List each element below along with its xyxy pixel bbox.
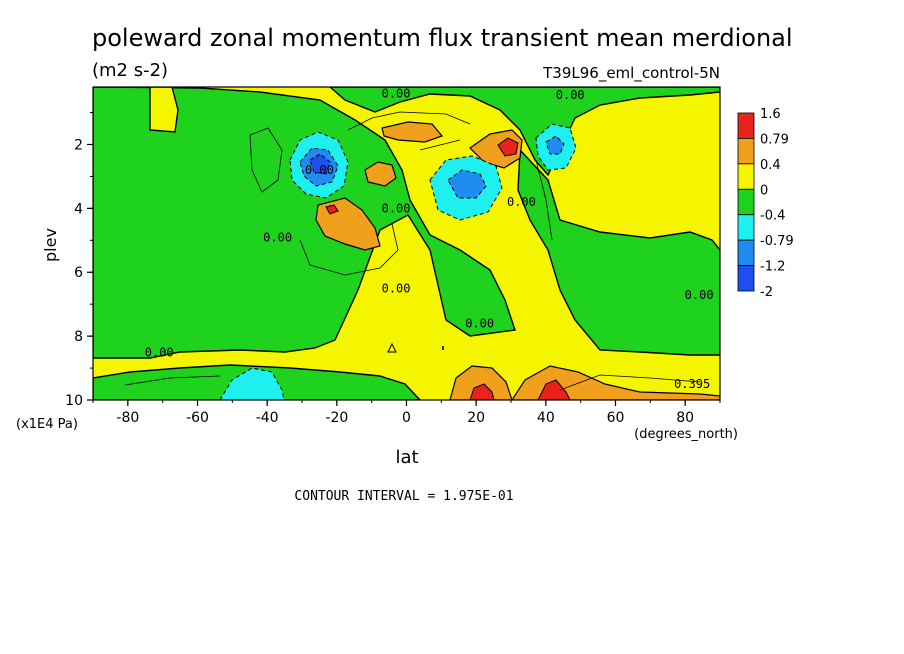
contour-label: 0.00 xyxy=(556,88,585,102)
region-south-mid-tongue xyxy=(149,87,179,133)
core-red-surface-a xyxy=(469,383,495,400)
contour-line xyxy=(124,375,221,386)
contour-label: 0.00 xyxy=(465,317,494,331)
y-tick-label: 8 xyxy=(74,329,83,345)
contour-line xyxy=(419,139,461,151)
core-red-surface-b xyxy=(537,379,571,400)
y-tick-label: 10 xyxy=(65,393,83,409)
contour-label: 0.00 xyxy=(145,345,174,359)
region-orange-equator xyxy=(364,161,397,187)
y-tick-label: 6 xyxy=(74,265,83,281)
region-south-polar xyxy=(93,87,516,359)
core-red-jet xyxy=(497,137,519,157)
chart-units: (m2 s-2) xyxy=(92,60,168,81)
colorbar-swatch xyxy=(737,265,755,292)
chart-title: poleward zonal momentum flux transient m… xyxy=(92,24,793,52)
x-tick-label: 60 xyxy=(607,410,625,426)
x-tick-label: 80 xyxy=(676,410,694,426)
x-tick-label: -80 xyxy=(116,410,139,426)
colorbar-label: 0.4 xyxy=(760,158,781,173)
contour-label: 0.00 xyxy=(305,163,334,177)
field-regions-blue xyxy=(219,123,577,400)
x-tick-label: 40 xyxy=(537,410,555,426)
colorbar-label: 1.6 xyxy=(760,107,781,122)
colorbar-swatch xyxy=(737,188,755,216)
x-tick-label: -20 xyxy=(325,410,348,426)
x-axis-label: lat xyxy=(395,447,418,468)
x-axis-units: (degrees_north) xyxy=(634,427,738,442)
region-orange-surface-a xyxy=(449,365,513,400)
contour-marker xyxy=(387,342,397,353)
contour-line xyxy=(347,111,471,131)
core-red-south xyxy=(325,204,339,215)
x-tick-label: 20 xyxy=(467,410,485,426)
contour-line xyxy=(535,159,553,241)
x-tick-label: -40 xyxy=(256,410,279,426)
contour-label: 0.00 xyxy=(382,202,411,216)
core-blue-north xyxy=(545,135,565,155)
core-deepblue-south xyxy=(309,153,331,175)
contour-label: 0.00 xyxy=(382,87,411,101)
contour-label: 0.00 xyxy=(382,281,411,295)
colorbar-label: -0.4 xyxy=(760,209,785,224)
y-tick-label: 4 xyxy=(74,201,83,217)
y-tick-label: 2 xyxy=(74,137,83,153)
y-axis-units: (x1E4 Pa) xyxy=(16,417,78,432)
colorbar-swatch xyxy=(737,163,755,190)
contour-interval-note: CONTOUR INTERVAL = 1.975E-01 xyxy=(294,489,513,504)
region-north-mid xyxy=(517,148,720,356)
colorbar-label: 0 xyxy=(760,183,768,198)
colorbar: 1.6 0.79 0.4 0 -0.4 -0.79 -1.2 -2 xyxy=(737,107,794,300)
contour-line xyxy=(559,374,701,391)
y-axis: 2 4 6 8 10 xyxy=(65,112,93,409)
colorbar-label: -1.2 xyxy=(760,260,785,275)
contour-line xyxy=(299,223,399,276)
colorbar-label: 0.79 xyxy=(760,132,789,147)
x-axis: -80 -60 -40 -20 0 20 40 60 80 xyxy=(92,400,721,426)
contour-label: 0.00 xyxy=(263,230,292,244)
contour-label: 0.00 xyxy=(507,195,536,209)
contour-label: 0.00 xyxy=(685,288,714,302)
colorbar-swatch xyxy=(737,239,755,266)
region-equator-upper xyxy=(328,87,720,177)
colorbar-swatch xyxy=(737,138,755,165)
dataset-label: T39L96_eml_control-5N xyxy=(542,64,720,83)
colorbar-label: -0.79 xyxy=(760,234,794,249)
contour-label-layer: 0.00 0.00 0.00 0.00 0.00 0.00 0.00 0.00 0.00 0.00… xyxy=(145,87,714,391)
contour-label: 0.395 xyxy=(674,377,710,391)
plot-area: 0.00 0.00 0.00 0.00 0.00 0.00 0.00 0.00 0.00 0.00… xyxy=(93,87,720,400)
colorbar-label: -2 xyxy=(760,285,773,300)
y-axis-label: plev xyxy=(41,228,60,262)
x-tick-label: -60 xyxy=(186,410,209,426)
region-orange-upper xyxy=(381,121,444,143)
field-regions-red xyxy=(325,137,571,400)
contour-line xyxy=(249,127,283,193)
colorbar-swatch xyxy=(737,214,755,241)
contour-lines xyxy=(124,111,701,391)
x-tick-label: 0 xyxy=(402,410,411,426)
core-cyan-surface xyxy=(219,367,285,400)
colorbar-swatch xyxy=(737,112,755,139)
core-blue-equator xyxy=(447,169,487,199)
